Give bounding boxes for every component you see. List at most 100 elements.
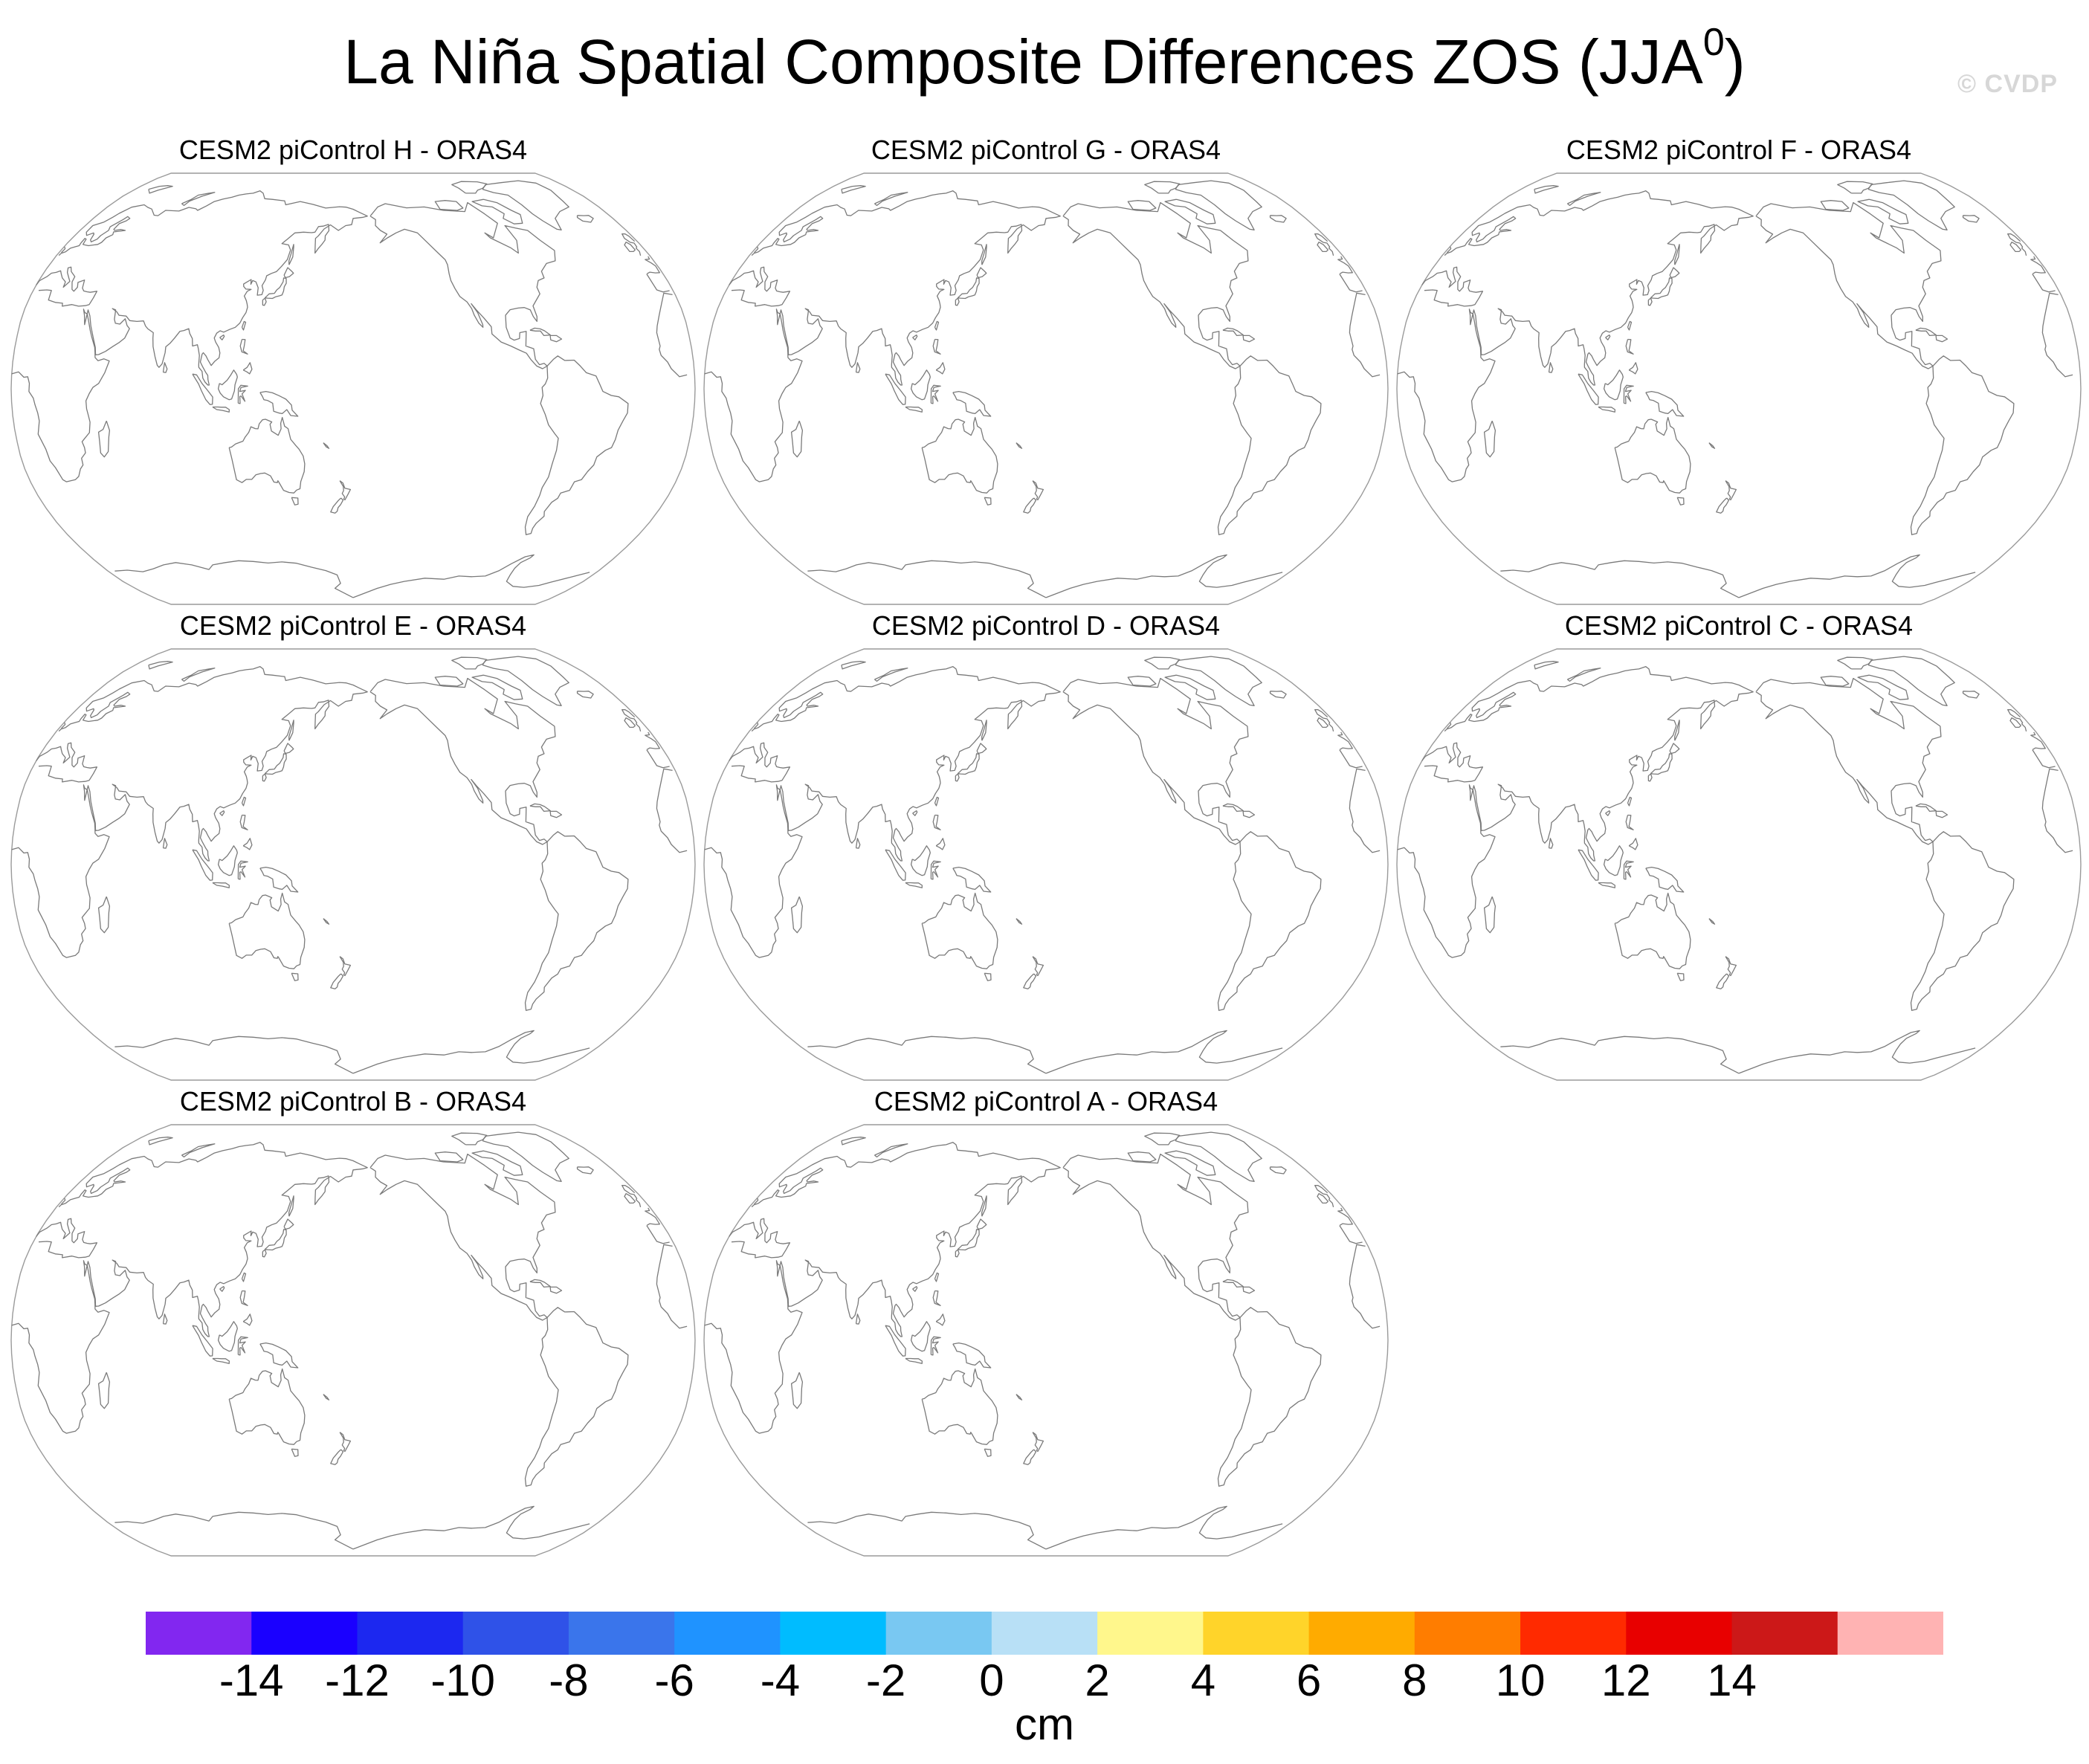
coastline-ireland (2009, 717, 2021, 728)
coastline-new-zealand-north (1725, 956, 1737, 977)
world-map (10, 648, 696, 1081)
coastline-hainan (219, 335, 225, 340)
colorbar-swatch (674, 1612, 781, 1655)
coastline-japan-hokkaido (283, 743, 294, 755)
coastline-luzon (1625, 338, 1634, 355)
coastline-luzon (932, 814, 941, 830)
coastline-eurasia (11, 190, 688, 482)
coastline-south-america (1217, 1307, 1322, 1487)
coastline-sakhalin (981, 1195, 987, 1217)
coastline-taiwan (1627, 796, 1633, 807)
coastline-ellesmere-island (1144, 181, 1181, 194)
coastline-antarctica (1500, 1030, 1976, 1074)
coastline-tasmania (984, 497, 992, 505)
coastline-greenland (1867, 180, 1955, 230)
colorbar-swatch (1308, 1612, 1415, 1655)
coastline-cuba (529, 803, 551, 812)
coastline-sri-lanka (1548, 838, 1554, 849)
coastline-tasmania (1676, 972, 1685, 981)
world-map (703, 172, 1389, 605)
map-boundary (1396, 648, 2082, 1081)
coastline-australia (1614, 892, 1691, 969)
coastline-novaya-zemlya (1567, 192, 1601, 207)
coastline-eurasia (11, 666, 688, 958)
coastline-north-america (369, 201, 556, 369)
coastline-hainan (912, 810, 918, 816)
coastline-japan-honshu (957, 277, 980, 300)
coastline-sumatra (885, 849, 906, 881)
coastline-hispaniola (1242, 810, 1256, 818)
map-panel: CESM2 piControl H - ORAS4 (7, 134, 699, 610)
coastline-ireland (624, 1193, 636, 1204)
coastline-ireland (1317, 1193, 1328, 1204)
colorbar-tick-label: 2 (1085, 1655, 1110, 1705)
coastline-eurasia (704, 666, 1381, 958)
colorbar-swatch (1626, 1612, 1733, 1655)
coastline-kyushu (955, 1249, 960, 1258)
coastline-japan-honshu (264, 753, 287, 775)
coastline-australia (228, 416, 306, 494)
coastline-svalbard (148, 661, 173, 670)
coastline-sakhalin (981, 720, 987, 741)
panel-title: CESM2 piControl H - ORAS4 (178, 135, 528, 165)
coastline-iceland (1269, 1166, 1287, 1175)
coastline-borneo (217, 845, 238, 876)
coastline-japan-honshu (1650, 277, 1673, 300)
coastline-iceland (1269, 215, 1287, 223)
map-boundary (10, 1124, 696, 1557)
coastline-kyushu (955, 297, 960, 306)
coastline-great-britain (754, 709, 1334, 732)
colorbar-tick-label: 12 (1601, 1655, 1651, 1705)
coastline-mindanao (242, 1314, 253, 1326)
coastline-baffin-island (1857, 198, 1909, 224)
coastline-iceland (576, 1166, 594, 1175)
coastline-cuba (1222, 1279, 1244, 1288)
coastline-borneo (910, 1321, 931, 1352)
coastline-new-caledonia (1016, 918, 1023, 925)
coastline-great-britain (61, 709, 642, 732)
coastline-cuba (1222, 803, 1244, 812)
coastline-baffin-island (1164, 1150, 1216, 1176)
coastline-novaya-zemlya (181, 1143, 216, 1158)
coastline-new-caledonia (1016, 442, 1023, 449)
coastline-hispaniola (1242, 1286, 1256, 1294)
panel-title: CESM2 piControl C - ORAS4 (1564, 610, 1914, 641)
coastline-great-britain (1447, 709, 2027, 732)
coastline-sri-lanka (855, 362, 861, 373)
coastline-svalbard (841, 661, 866, 670)
coastline-java (212, 1357, 230, 1364)
coastline-new-zealand-south (330, 497, 344, 514)
coastline-kyushu (262, 1249, 267, 1258)
coastline-new-guinea (1645, 866, 1685, 893)
coastline-taiwan (241, 320, 247, 331)
colorbar-swatch (462, 1612, 569, 1655)
coastline-japan-honshu (264, 1229, 287, 1251)
panel-title: CESM2 piControl E - ORAS4 (179, 610, 527, 641)
coastline-sumatra (1578, 373, 1599, 405)
coastline-madagascar (790, 1372, 804, 1409)
coastline-tasmania (291, 497, 299, 505)
coastline-ellesmere-island (1144, 1132, 1181, 1146)
coastline-ellesmere-island (1837, 656, 1873, 670)
coastline-taiwan (934, 1272, 940, 1282)
coastline-new-zealand-south (1716, 973, 1730, 989)
coastline-japan-honshu (264, 277, 287, 300)
coastline-new-zealand-north (1032, 480, 1044, 501)
coastline-new-zealand-north (339, 1432, 352, 1453)
colorbar-swatch (1414, 1612, 1521, 1655)
coastline-japan-hokkaido (1669, 267, 1680, 279)
coastline-great-britain (61, 233, 642, 256)
coastline-south-america (1910, 355, 2015, 535)
coastline-sumatra (885, 373, 906, 405)
coastline-sri-lanka (162, 1314, 168, 1325)
colorbar-swatch (1837, 1612, 1943, 1655)
coastline-madagascar (790, 420, 804, 458)
coastline-north-america (1755, 201, 1942, 369)
coastline-antarctica (807, 554, 1283, 598)
coastline-sakhalin (288, 244, 294, 265)
coastline-novaya-zemlya (874, 668, 908, 682)
map-panel: CESM2 piControl F - ORAS4 (1393, 134, 2085, 610)
coastline-iceland (576, 215, 594, 223)
coastline-baffin-island (1857, 674, 1909, 700)
coastline-great-britain (754, 1185, 1334, 1208)
